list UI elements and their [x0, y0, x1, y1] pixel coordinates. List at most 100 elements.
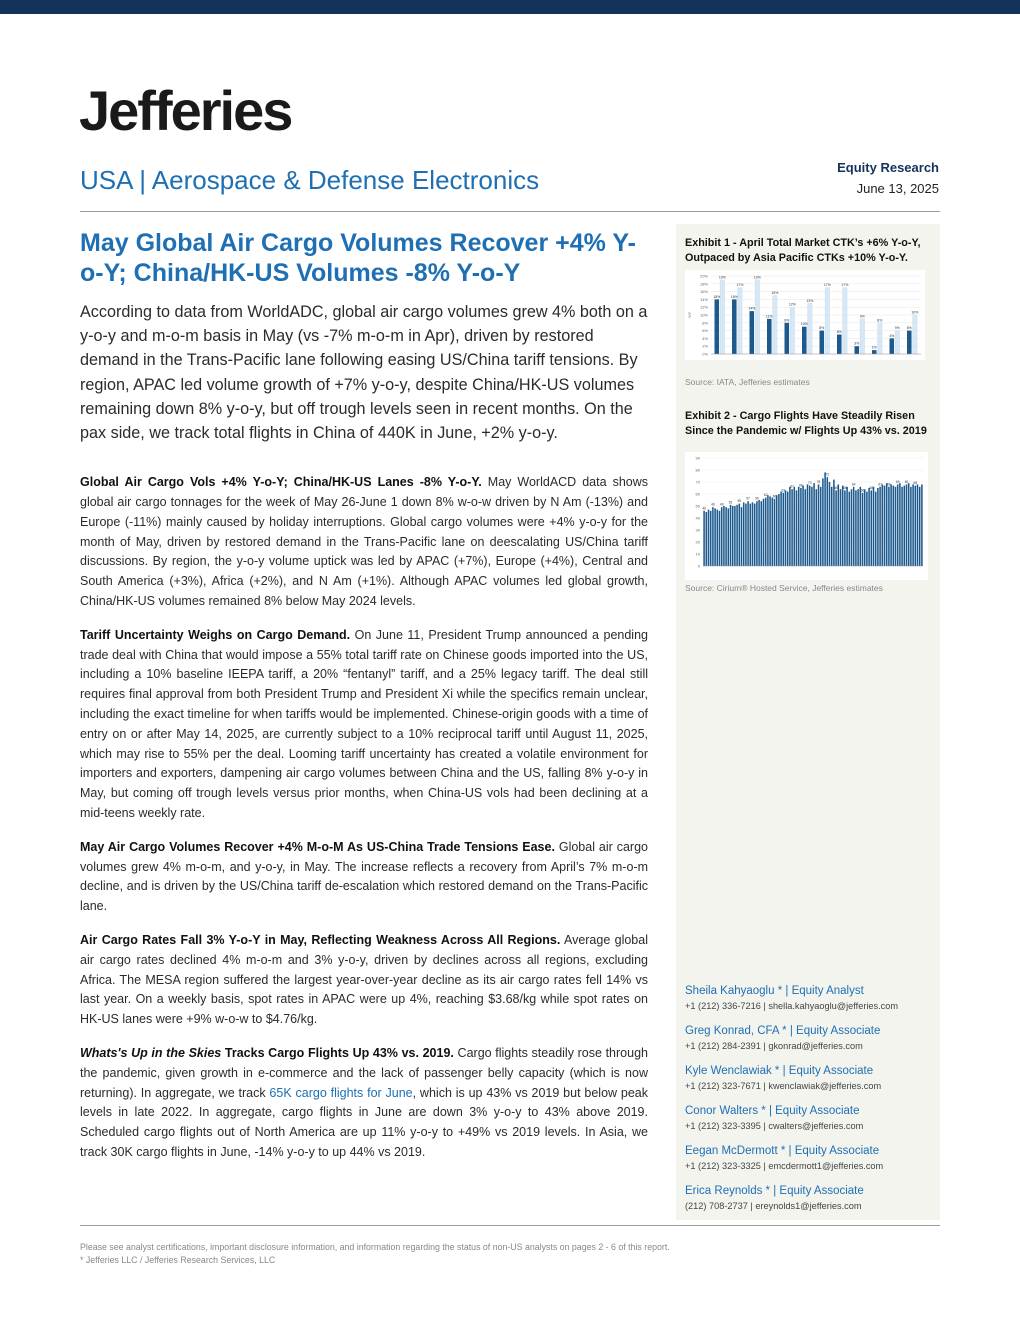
analyst-contact[interactable]: +1 (212) 323-7671 | kwenclawiak@jefferie… [685, 1081, 882, 1091]
y-tick-label: 8% [702, 320, 708, 325]
paragraph-tariff: Tariff Uncertainty Weighs on Cargo Deman… [80, 626, 648, 824]
bar-dark [854, 346, 860, 354]
bar [753, 503, 756, 566]
bar-light [894, 330, 900, 355]
bar-dark [767, 318, 772, 354]
bar [714, 508, 716, 566]
bar [890, 484, 892, 566]
bar [727, 508, 730, 566]
analyst-name[interactable]: Conor Walters * [685, 1105, 766, 1117]
bar [901, 486, 903, 566]
bar [780, 491, 782, 566]
data-label: 66 [887, 482, 891, 486]
bar [784, 490, 787, 566]
analyst-card: Sheila Kahyaoglu * | Equity Analyst +1 (… [685, 985, 935, 1011]
data-label: 1% [872, 346, 877, 350]
data-label: 3% [854, 342, 859, 346]
analyst-contact[interactable]: (212) 708-2737 | ereynolds1@jefferies.co… [685, 1201, 862, 1211]
bar [813, 483, 815, 566]
analyst-name[interactable]: Sheila Kahyaoglu * [685, 985, 783, 997]
data-label: 19% [719, 275, 726, 279]
bar [795, 490, 798, 566]
cargo-flights-link[interactable]: 65K cargo flights for June [269, 1085, 413, 1100]
data-label: 17% [841, 283, 848, 287]
data-label: 67 [878, 482, 882, 486]
bar [709, 510, 712, 566]
bar-light [824, 287, 830, 355]
bar-light [912, 314, 918, 355]
data-label: 52 [729, 500, 733, 504]
bar [712, 507, 714, 566]
paragraph-text: Cargo flights steadily rose through the … [80, 1045, 648, 1100]
bar [718, 510, 721, 566]
bar [749, 503, 752, 566]
bar [767, 495, 769, 566]
bar [734, 506, 736, 566]
bar [859, 486, 862, 566]
y-tick-label: 0 [698, 564, 701, 569]
bar-dark [889, 338, 895, 354]
bar-dark [907, 330, 912, 354]
y-axis-label: Y/Y [687, 311, 692, 318]
data-label: 69 [905, 480, 909, 484]
analyst-name[interactable]: Greg Konrad, CFA * [685, 1025, 787, 1037]
exhibit-2-source: Source: Cirium® Hosted Service, Jefferie… [685, 583, 883, 593]
bar [811, 486, 813, 566]
bar [830, 486, 833, 566]
bar [828, 482, 831, 566]
y-tick-label: 16% [700, 289, 708, 294]
analyst-role: | Equity Associate [770, 1185, 864, 1197]
exhibit-1-source: Source: IATA, Jefferies estimates [685, 377, 810, 387]
bar-light [877, 322, 883, 355]
paragraph-text: Global air cargo volumes grew 4% m-o-m, … [80, 839, 648, 914]
bar [804, 489, 807, 566]
analyst-name[interactable]: Erica Reynolds * [685, 1185, 771, 1197]
doc-type: Equity Research [837, 160, 939, 175]
data-label: 12% [789, 303, 796, 307]
analyst-role: | Equity Associate [779, 1065, 874, 1077]
bar-dark [872, 350, 877, 354]
footer-divider [80, 1225, 940, 1226]
data-label: 15% [771, 291, 778, 295]
paragraph-title-italic: Whats's Up in the Skies [80, 1045, 222, 1060]
analyst-contact[interactable]: +1 (212) 323-3395 | cwalters@jefferies.c… [685, 1121, 864, 1131]
bar [800, 488, 802, 566]
paragraph-title: Global Air Cargo Vols +4% Y-o-Y; China/H… [80, 475, 482, 490]
analyst-contact[interactable]: +1 (212) 284-2391 | gkonrad@jefferies.co… [685, 1041, 863, 1051]
bar [885, 483, 888, 566]
bar [870, 490, 873, 566]
paragraph-title: May Air Cargo Volumes Recover +4% M-o-M … [80, 839, 555, 854]
data-label: 17% [736, 283, 743, 287]
data-label: 10% [911, 311, 918, 315]
data-label: 66 [843, 486, 847, 490]
y-tick-label: 40 [696, 516, 701, 521]
analyst-contact[interactable]: +1 (212) 323-3325 | emcdermott1@jefferie… [685, 1161, 884, 1171]
y-tick-label: 10 [696, 552, 701, 557]
entity-text: * Jefferies LLC / Jefferies Research Ser… [80, 1255, 276, 1265]
top-bar [0, 0, 1020, 14]
bar [782, 492, 785, 566]
y-tick-label: 20% [700, 274, 708, 279]
bar [879, 486, 881, 566]
data-label: 49 [711, 503, 715, 507]
analyst-card: Erica Reynolds * | Equity Associate (212… [685, 1185, 935, 1211]
data-label: 8% [819, 326, 824, 330]
data-label: 66 [861, 488, 865, 492]
bar [703, 510, 705, 566]
bar [725, 507, 727, 566]
bar [716, 509, 719, 566]
data-label: 9% [784, 318, 789, 322]
article-body: May Global Air Cargo Volumes Recover +4%… [80, 228, 648, 1177]
analyst-contact[interactable]: +1 (212) 336-7216 | shella.kahyaoglu@jef… [685, 1001, 899, 1011]
data-label: 78 [817, 480, 821, 484]
bar [762, 498, 765, 566]
analyst-name[interactable]: Eegan McDermott * [685, 1145, 786, 1157]
bar-light [842, 287, 848, 355]
bar [857, 489, 859, 566]
bar [914, 485, 917, 566]
paragraph-text: Average global air cargo rates declined … [80, 932, 648, 1027]
analyst-name[interactable]: Kyle Wenclawiak * [685, 1065, 780, 1077]
y-tick-label: 70 [696, 480, 701, 485]
bar [720, 507, 723, 566]
bar-dark [732, 299, 737, 354]
